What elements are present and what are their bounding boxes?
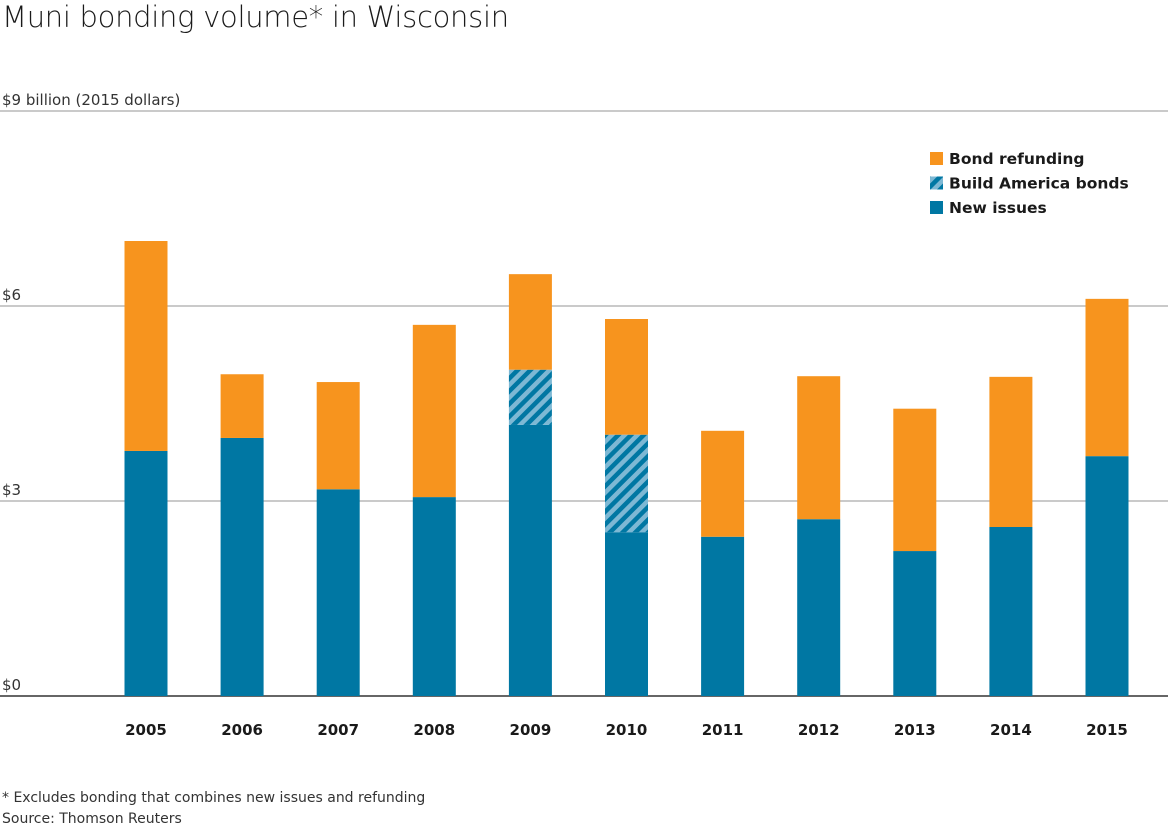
bar-group-2005 [124,241,168,696]
bar-bond-refunding-2009 [508,274,552,370]
x-axis-ticks: 2005 2006 2007 2008 2009 2010 2011 2012 2013 2014… [125,721,1128,739]
footnote-source: Source: Thomson Reuters [2,811,182,827]
legend-swatch-build-america [930,176,943,190]
bar-bond-refunding-2008 [412,324,456,498]
bar-new-issues-2011 [701,536,745,696]
bar-group-2010 [605,319,648,696]
x-tick-label: 2006 [221,721,263,739]
bar-new-issues-2012 [797,519,841,696]
x-tick-label: 2009 [510,721,552,739]
x-tick-label: 2015 [1086,721,1128,739]
x-tick-label: 2007 [317,721,359,739]
bar-bond-refunding-2011 [701,430,745,537]
bar-new-issues-2007 [316,489,360,696]
bar-build-america-2009 [508,369,552,425]
y-tick-label: $6 [2,286,21,304]
bar-bond-refunding-2010 [605,319,648,435]
bar-bond-refunding-2007 [316,382,360,490]
y-tick-label: $0 [2,676,21,694]
bar-group-2009 [508,274,552,696]
bar-bond-refunding-2012 [797,376,841,520]
x-tick-label: 2013 [894,721,936,739]
bar-new-issues-2006 [220,437,264,696]
legend-label: New issues [949,199,1047,217]
legend-swatch-new-issues [930,201,943,214]
bar-new-issues-2009 [508,424,552,696]
x-tick-label: 2005 [125,721,167,739]
bar-bond-refunding-2013 [893,408,937,552]
bar-new-issues-2008 [412,497,456,696]
legend-swatch-bond-refunding [930,152,943,165]
bar-new-issues-2005 [124,450,168,696]
bar-bond-refunding-2015 [1085,298,1129,457]
bar-new-issues-2015 [1085,456,1129,696]
bar-group-2013 [893,408,937,696]
bar-group-2015 [1085,298,1129,696]
chart-title: Muni bonding volume* in Wisconsin [2,0,509,34]
footnote-note: * Excludes bonding that combines new iss… [2,790,426,806]
x-tick-label: 2010 [606,721,648,739]
bar-bond-refunding-2005 [124,241,168,451]
bar-group-2008 [412,324,456,696]
gridlines: $0 $3 $6 $9 billion (2015 dollars) [0,91,1168,697]
x-tick-label: 2011 [702,721,744,739]
legend: Bond refunding Build America bonds New iss… [930,150,1129,217]
legend-label: Bond refunding [949,150,1085,168]
bar-group-2007 [316,382,360,696]
bar-group-2014 [989,376,1033,696]
bar-group-2011 [701,430,745,696]
bar-group-2006 [220,374,264,696]
bar-new-issues-2013 [893,551,937,696]
x-tick-label: 2014 [990,721,1032,739]
bar-bond-refunding-2006 [220,374,264,438]
legend-label: Build America bonds [949,175,1129,193]
y-tick-label: $3 [2,481,21,499]
y-tick-label: $9 billion (2015 dollars) [2,91,180,109]
bar-group-2012 [797,376,841,696]
bar-build-america-2010 [605,434,648,533]
bar-new-issues-2014 [989,527,1033,696]
bar-new-issues-2010 [605,532,648,696]
x-tick-label: 2008 [413,721,455,739]
x-tick-label: 2012 [798,721,840,739]
bar-bond-refunding-2014 [989,376,1033,527]
bars [124,241,1129,696]
